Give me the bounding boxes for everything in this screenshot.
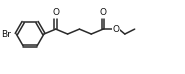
Text: O: O <box>112 25 120 34</box>
Text: Br: Br <box>1 30 11 39</box>
Text: O: O <box>100 8 107 17</box>
Text: O: O <box>52 8 59 17</box>
